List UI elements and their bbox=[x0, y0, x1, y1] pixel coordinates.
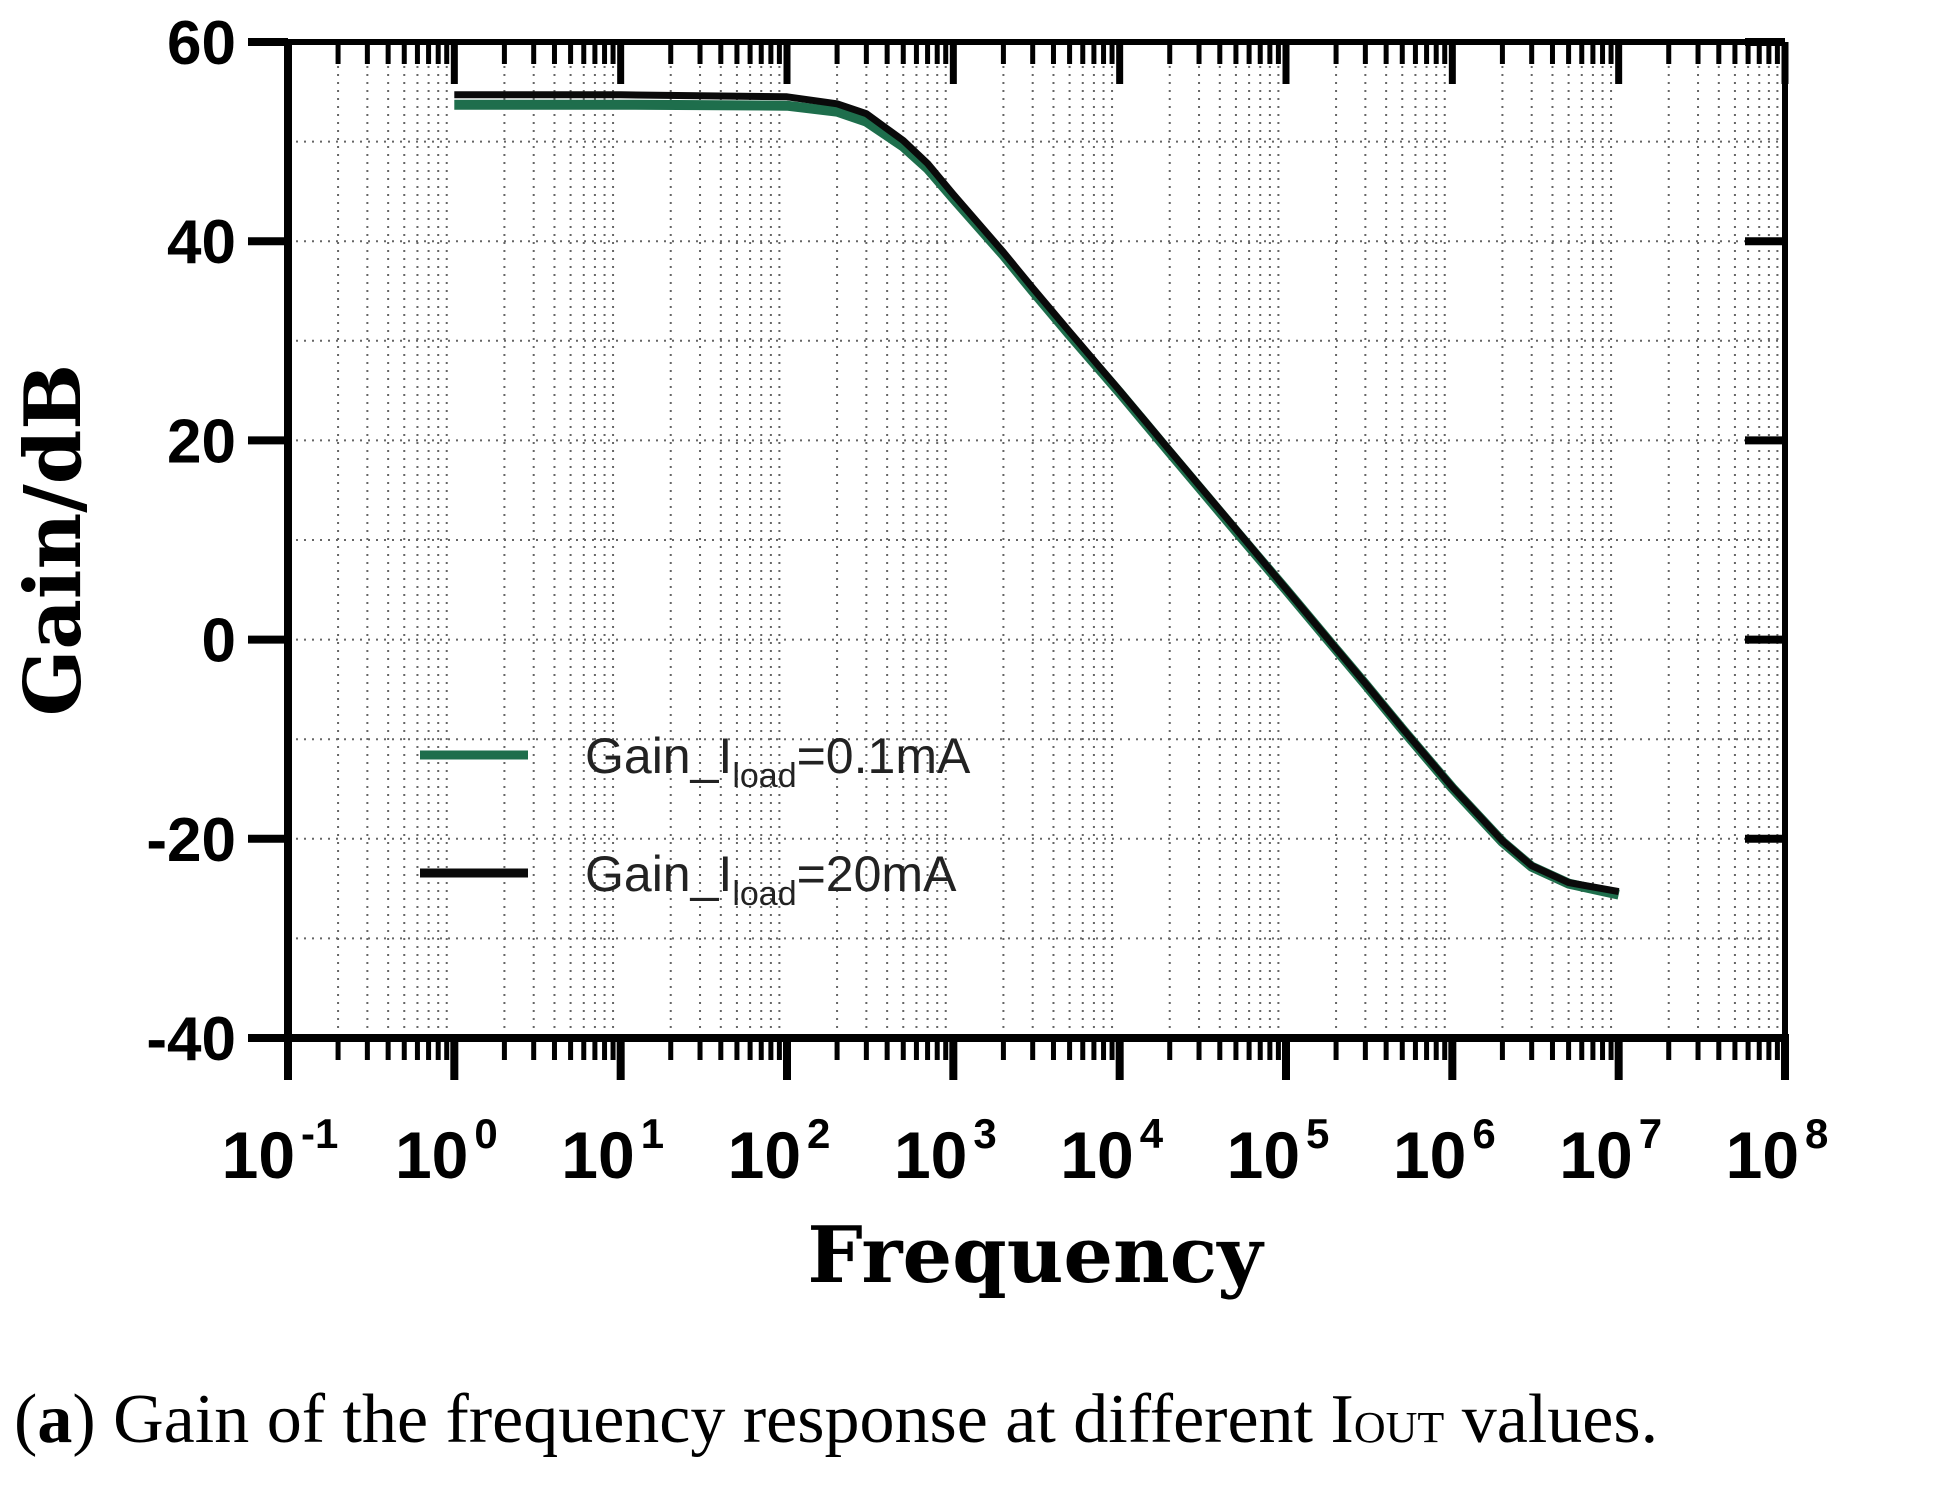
y-tick-label: -40 bbox=[146, 1005, 236, 1074]
legend-label-main: Gain_I bbox=[585, 728, 732, 784]
x-tick-label: 10 -1 bbox=[222, 1110, 339, 1192]
x-tick-exponent: 7 bbox=[1639, 1110, 1662, 1157]
legend-label-subscript: load bbox=[732, 757, 796, 795]
x-tick-base: 10 bbox=[1393, 1118, 1466, 1192]
caption-smallcaps: OUT bbox=[1353, 1403, 1445, 1452]
x-tick-exponent: 2 bbox=[807, 1110, 830, 1157]
x-tick-label: 10 4 bbox=[1060, 1110, 1163, 1192]
x-tick-base: 10 bbox=[222, 1118, 295, 1192]
x-tick-base: 10 bbox=[1227, 1118, 1300, 1192]
y-tick-label: -20 bbox=[146, 806, 236, 875]
caption-text-before: ) Gain of the frequency response at diff… bbox=[72, 1381, 1354, 1458]
y-tick-label: 20 bbox=[167, 407, 236, 476]
x-tick-base: 10 bbox=[1559, 1118, 1632, 1192]
x-tick-label: 10 8 bbox=[1726, 1110, 1829, 1192]
x-tick-exponent: -1 bbox=[301, 1110, 338, 1157]
y-axis-title: Gain/dB bbox=[8, 364, 99, 716]
y-tick-label: 0 bbox=[202, 607, 236, 676]
y-tick-label: 40 bbox=[167, 208, 236, 277]
x-tick-base: 10 bbox=[894, 1118, 967, 1192]
x-tick-exponent: 4 bbox=[1140, 1110, 1164, 1157]
x-tick-base: 10 bbox=[728, 1118, 801, 1192]
legend-label-2: Gain_Iload=20mA bbox=[585, 846, 957, 913]
caption-text-after: values. bbox=[1444, 1381, 1659, 1458]
x-tick-base: 10 bbox=[1060, 1118, 1133, 1192]
legend-label-main: Gain_I bbox=[585, 846, 732, 902]
figure-caption: (a) Gain of the frequency response at di… bbox=[14, 1385, 1924, 1455]
x-tick-exponent: 6 bbox=[1472, 1110, 1495, 1157]
x-tick-label: 10 7 bbox=[1559, 1110, 1662, 1192]
legend-label-tail: =20mA bbox=[797, 846, 957, 902]
grid bbox=[288, 42, 1785, 1038]
caption-open-paren: ( bbox=[14, 1381, 38, 1458]
x-tick-base: 10 bbox=[1726, 1118, 1799, 1192]
x-tick-label: 10 2 bbox=[728, 1110, 831, 1192]
x-axis-title: Frequency bbox=[807, 1210, 1265, 1301]
x-tick-label: 10 6 bbox=[1393, 1110, 1496, 1192]
x-tick-base: 10 bbox=[395, 1118, 468, 1192]
x-tick-base: 10 bbox=[561, 1118, 634, 1192]
x-tick-exponent: 3 bbox=[973, 1110, 996, 1157]
legend-label-1: Gain_Iload=0.1mA bbox=[585, 728, 971, 795]
series-lines bbox=[454, 91, 1620, 900]
y-tick-label: 60 bbox=[167, 9, 236, 78]
x-tick-label: 10 3 bbox=[894, 1110, 997, 1192]
x-tick-exponent: 8 bbox=[1805, 1110, 1828, 1157]
x-tick-exponent: 5 bbox=[1306, 1110, 1329, 1157]
legend-label-subscript: load bbox=[732, 875, 796, 913]
x-tick-label: 10 0 bbox=[395, 1110, 498, 1192]
legend-label-tail: =0.1mA bbox=[797, 728, 971, 784]
axes bbox=[248, 38, 1789, 1080]
x-tick-label: 10 1 bbox=[561, 1110, 664, 1192]
x-tick-exponent: 0 bbox=[474, 1110, 497, 1157]
caption-letter: a bbox=[37, 1381, 73, 1458]
x-tick-exponent: 1 bbox=[641, 1110, 664, 1157]
x-tick-label: 10 5 bbox=[1227, 1110, 1330, 1192]
series-line-2 bbox=[454, 91, 1620, 896]
